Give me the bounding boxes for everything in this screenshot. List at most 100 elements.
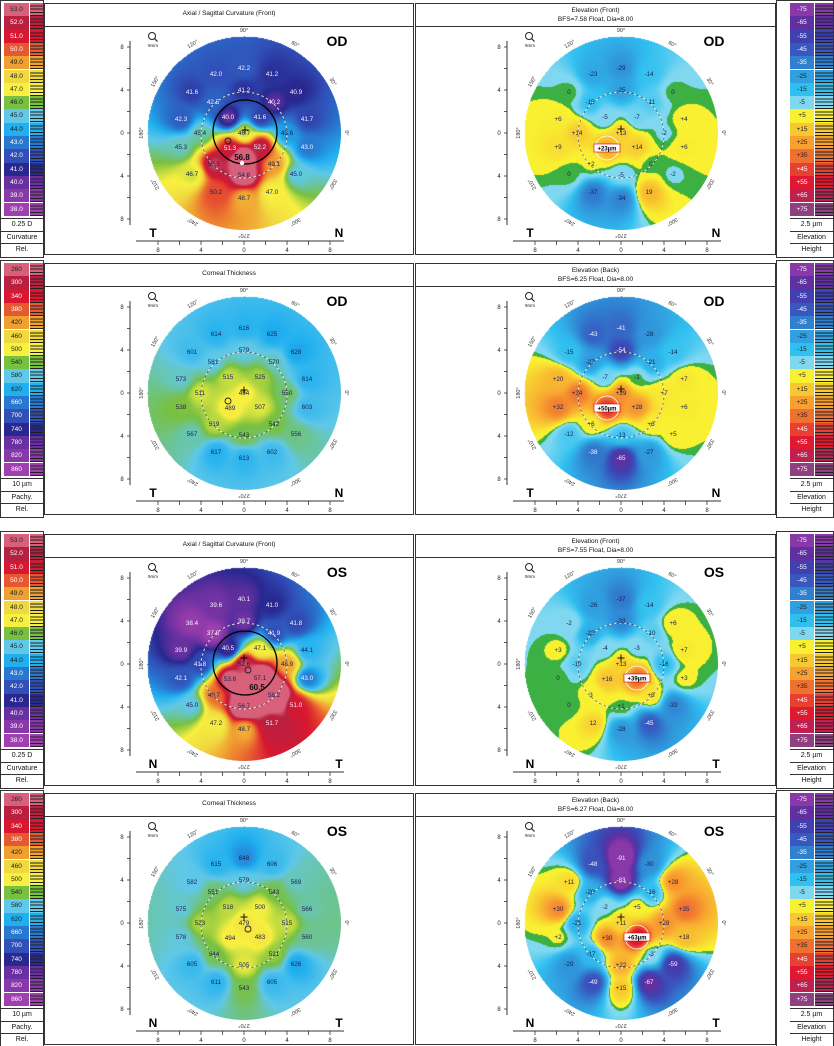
axis-tick-label: 4 (662, 1038, 666, 1044)
scale-cell: 45.0 (4, 109, 29, 123)
zoom-magnifier-icon[interactable]: 9mm (525, 292, 535, 309)
map-value: 38.4 (186, 620, 199, 627)
map-value: +11 (616, 920, 627, 927)
orientation-right-label: T (712, 757, 720, 771)
angle-label: 240° (187, 747, 200, 758)
apex-cross-icon (240, 913, 248, 921)
map-value: +16 (602, 676, 613, 683)
scale-cell: +65 (790, 979, 814, 993)
scale-histogram-bar (30, 16, 43, 30)
axis-tick-label: 8 (120, 576, 124, 582)
color-map (524, 296, 718, 490)
map-overlay: 8 4 0 4 8 8 4 0 4 8 90° 60° 30° 0° 330° 300° 270° 240° 210… (120, 559, 349, 785)
angle-label: 270° (615, 763, 626, 769)
map-value: +20 (553, 376, 564, 383)
angle-label: 330° (327, 709, 338, 722)
scale-histogram-bar (815, 175, 833, 190)
apex-cross-icon (617, 385, 625, 393)
scale-histogram-bar (30, 29, 43, 43)
map-value: 51.7 (266, 720, 279, 727)
scale-cell: +25 (790, 136, 814, 150)
map-value: 605 (187, 961, 198, 968)
zoom-magnifier-icon[interactable]: 9mm (525, 563, 535, 580)
zoom-magnifier-icon[interactable]: 9mm (148, 563, 158, 580)
pupil-zone-circle (200, 91, 288, 179)
zoom-magnifier-icon[interactable]: 9mm (148, 822, 158, 839)
scale-histogram-bar (815, 600, 833, 614)
axis-tick-label: 0 (120, 662, 124, 668)
axis-tick-label: 4 (120, 434, 124, 440)
scale-histogram-bar (30, 939, 43, 953)
scale-cell: -15 (790, 613, 814, 628)
scale-cell: -35 (790, 846, 814, 860)
scale-cell: 44.0 (4, 653, 29, 667)
scale-cell: +15 (790, 653, 814, 667)
scale-cell: +5 (790, 109, 814, 123)
thinnest-point-marker (244, 925, 252, 933)
axis-tick-label: 4 (576, 248, 580, 254)
map-panel-od: Elevation (Back) BFS=6.25 Float, Dia=8.00… (415, 263, 776, 515)
magnifier-handle (531, 298, 535, 302)
pupil-zone-circle (200, 881, 288, 969)
scale-footer-label: Rel. (1, 774, 43, 787)
orientation-left-label: N (149, 757, 158, 771)
map-value: 48.7 (238, 195, 251, 202)
map-value: 43.0 (301, 144, 314, 151)
angle-label: 150° (527, 336, 538, 349)
scale-footer-label: Height (790, 503, 833, 516)
angle-label: 300° (289, 1006, 302, 1017)
magnifier-lens (525, 32, 533, 40)
zoom-label: 9mm (525, 833, 535, 838)
angle-label: 180° (516, 658, 522, 669)
magnifier-lens (148, 822, 156, 830)
map-value: -91 (616, 855, 626, 862)
axis-tick-label: 0 (497, 391, 501, 397)
scale-footer-label: Elevation (790, 761, 833, 774)
map-value: 581 (208, 359, 219, 366)
axis-tick-label: 8 (705, 779, 709, 785)
angle-label: 210° (527, 968, 538, 981)
axis-tick-label: 8 (120, 748, 124, 754)
map-value: 603 (302, 404, 313, 411)
scale-cell: 39.0 (4, 189, 29, 203)
angle-label: 120° (564, 570, 577, 581)
axis-tick-label: 8 (156, 248, 160, 254)
scale-histogram-bar (30, 706, 43, 721)
angle-label: 210° (150, 709, 161, 722)
angle-label: 60° (667, 830, 677, 839)
scale-cell: 300 (4, 276, 29, 290)
map-value: 525 (255, 374, 266, 381)
zoom-magnifier-icon[interactable]: 9mm (525, 822, 535, 839)
scale-histogram-bar (30, 667, 43, 681)
scale-cell: -5 (790, 627, 814, 641)
angle-label: 270° (238, 232, 249, 238)
zoom-magnifier-icon[interactable]: 9mm (148, 292, 158, 309)
scale-histogram-bar (30, 202, 43, 216)
scale-cell: +55 (790, 175, 814, 190)
axis-tick-label: 8 (120, 835, 124, 841)
panel-title-bar: Corneal Thickness (45, 264, 413, 287)
map-value: -20 (585, 889, 595, 896)
scale-histogram-bar (30, 979, 43, 993)
scale-histogram-bar (815, 189, 833, 203)
map-value: -14 (644, 602, 654, 609)
scale-cell: -5 (790, 356, 814, 370)
scale-cell: 300 (4, 806, 29, 820)
scale-footer-label: Elevation (790, 1020, 833, 1033)
map-value: +7 (680, 647, 688, 654)
map-value: -26 (588, 602, 598, 609)
scale-cell: +35 (790, 409, 814, 423)
map-value: 515 (223, 374, 234, 381)
scale-histogram-bar (815, 316, 833, 330)
orientation-right-label: T (335, 1016, 343, 1030)
zoom-magnifier-icon[interactable]: 9mm (148, 32, 158, 49)
angle-label: 90° (617, 288, 625, 294)
angle-label: 60° (290, 40, 300, 49)
zoom-magnifier-icon[interactable]: 9mm (525, 32, 535, 49)
map-value: -2 (566, 620, 572, 627)
panel-title-bar: Elevation (Back) BFS=6.25 Float, Dia=8.00 (416, 264, 775, 287)
scale-cell: 50.0 (4, 42, 29, 57)
scale-cell: 44.0 (4, 122, 29, 136)
pupil-zone-circle (577, 622, 665, 710)
axis-tick-label: 0 (497, 131, 501, 137)
